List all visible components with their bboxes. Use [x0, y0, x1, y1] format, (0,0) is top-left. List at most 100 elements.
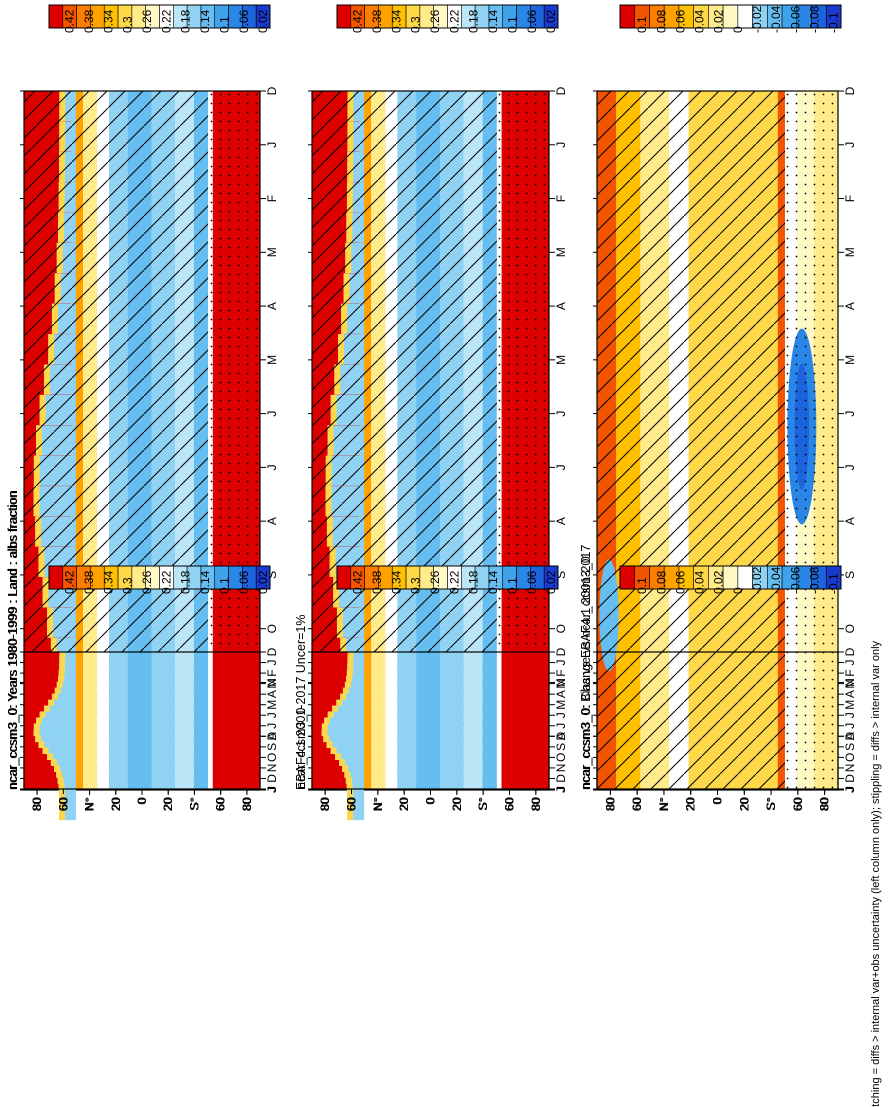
x-tick-label: F: [554, 195, 568, 202]
colorbar-label: 0.34: [389, 570, 403, 594]
colorbar-label: 0.04: [693, 570, 707, 594]
x-tick-label: A: [554, 302, 568, 310]
x-tick-label: J: [554, 723, 568, 729]
y-tick-label: 80: [529, 798, 543, 812]
y-tick-label: 80: [240, 798, 254, 812]
y-tick-label: 0: [135, 798, 149, 805]
colorbar-label: 0.3: [121, 577, 135, 594]
y-tick-label: 20: [397, 797, 411, 811]
x-tick-label: D: [843, 732, 857, 741]
colorbar-label: 0.1: [635, 16, 649, 33]
panel-change-right: 0.1 0.08 0.06 0.04 0.02 0 -0.02 -0.04 -0.06 -0.08…: [579, 556, 857, 810]
x-tick-label: A: [265, 732, 279, 740]
colorbar-label: 0.14: [486, 570, 500, 594]
x-tick-label: D: [554, 647, 568, 656]
y-tick-label: 60: [630, 797, 644, 811]
stippling-overlay: [784, 91, 838, 790]
colorbar-label: -0.02: [750, 5, 764, 33]
colorbar-label: 0.1: [505, 16, 519, 33]
x-tick-label: M: [554, 679, 568, 689]
colorbar-label: 0.42: [351, 9, 365, 33]
x-tick-label: D: [843, 774, 857, 783]
x-tick-label: F: [843, 195, 857, 202]
y-tick-label: 80: [818, 797, 832, 811]
heatmap-area: [597, 91, 838, 790]
x-tick-label: O: [843, 624, 857, 633]
heatmap-area: [312, 652, 549, 796]
colorbar-label: -0.06: [788, 5, 802, 33]
y-tick-label: 80: [30, 798, 44, 812]
y-tick-label: S°: [764, 798, 778, 811]
panel-title: ncar_ccsm3_0: Change vs ncar_ccsm3_0: [579, 556, 593, 789]
y-tick-label: 80: [30, 797, 44, 811]
figure-footer: hatching = diffs > internal var+obs unce…: [870, 640, 882, 1107]
colorbar-label: 0.1: [635, 577, 649, 594]
x-tick-label: A: [554, 690, 568, 698]
x-tick-label: J: [554, 712, 568, 718]
x-tick-label: A: [843, 690, 857, 698]
panel-model-abs-right: 0.42 0.38 0.34 0.3 0.26 0.22 0.18 0.14 0.1 0.06 0.…: [6, 490, 279, 810]
panel-title: EBAF4.1 2001-2017 Uncer=1%: [294, 615, 308, 790]
x-tick-label: O: [265, 624, 279, 633]
colorbar-label: 0.42: [63, 9, 77, 33]
colorbar-label: 0.3: [409, 577, 423, 594]
y-tick-label: 60: [214, 798, 228, 812]
colorbar-label: 0.18: [179, 9, 193, 33]
y-tick-label: 20: [397, 798, 411, 812]
y-tick-label: N°: [657, 797, 671, 811]
y-tick-label: N°: [371, 797, 385, 811]
colorbar-label: 0.1: [505, 577, 519, 594]
y-tick-label: 60: [791, 797, 805, 811]
x-tick-label: J: [265, 787, 279, 793]
y-tick-label: 20: [684, 797, 698, 811]
y-tick-label: S°: [764, 797, 778, 810]
y-tick-label: N°: [371, 798, 385, 812]
x-tick-label: S: [554, 571, 568, 579]
y-tick-label: 60: [503, 797, 517, 811]
y-tick-label: N°: [83, 797, 97, 811]
colorbar-label: 0.06: [237, 570, 251, 594]
x-tick-label: D: [554, 86, 568, 95]
x-tick-label: A: [554, 517, 568, 525]
x-tick-label: A: [843, 517, 857, 525]
colorbar-label: -0.04: [769, 5, 783, 33]
y-tick-label: 80: [529, 797, 543, 811]
colorbar-label: 0: [731, 587, 745, 594]
y-tick-label: 20: [450, 797, 464, 811]
x-tick-label: D: [843, 647, 857, 656]
colorbar-label: 0.26: [428, 9, 442, 33]
colorbar-label: 0.3: [121, 16, 135, 33]
x-tick-label: J: [554, 142, 568, 148]
x-tick-label: J: [265, 411, 279, 417]
colorbar-label: 0.38: [82, 570, 96, 594]
y-tick-label: 80: [603, 798, 617, 812]
y-tick-label: 0: [424, 797, 438, 804]
colorbar-label: 0.1: [217, 577, 231, 594]
x-tick-label: J: [554, 464, 568, 470]
y-tick-label: S°: [476, 797, 490, 810]
x-tick-label: A: [265, 302, 279, 310]
x-tick-label: N: [265, 678, 279, 687]
colorbar: 0.42 0.38 0.34 0.3 0.26 0.22 0.18 0.14 0.1 0.06 0.…: [336, 565, 559, 594]
x-tick-label: J: [265, 660, 279, 666]
x-tick-label: S: [843, 743, 857, 751]
y-tick-label: N°: [83, 798, 97, 812]
x-tick-label: F: [265, 195, 279, 202]
y-tick-label: 20: [109, 798, 123, 812]
x-tick-label: D: [265, 647, 279, 656]
x-tick-label: M: [265, 700, 279, 710]
colorbar-label: -0.06: [788, 566, 802, 594]
x-tick-label: M: [265, 355, 279, 365]
x-tick-label: J: [265, 723, 279, 729]
y-tick-label: 80: [318, 798, 332, 812]
x-tick-label: D: [265, 86, 279, 95]
panel-title: ncar_ccsm3_0: [294, 708, 308, 789]
x-tick-label: M: [554, 700, 568, 710]
x-tick-label: S: [265, 571, 279, 579]
colorbar-label: 0.06: [673, 570, 687, 594]
y-tick-label: 20: [737, 798, 751, 812]
x-tick-label: A: [265, 517, 279, 525]
panel-title: ncar_ccsm3_0: Bias vs EBAF4.1 2001-2017: [579, 545, 593, 790]
colorbar-swatch: [619, 4, 636, 29]
